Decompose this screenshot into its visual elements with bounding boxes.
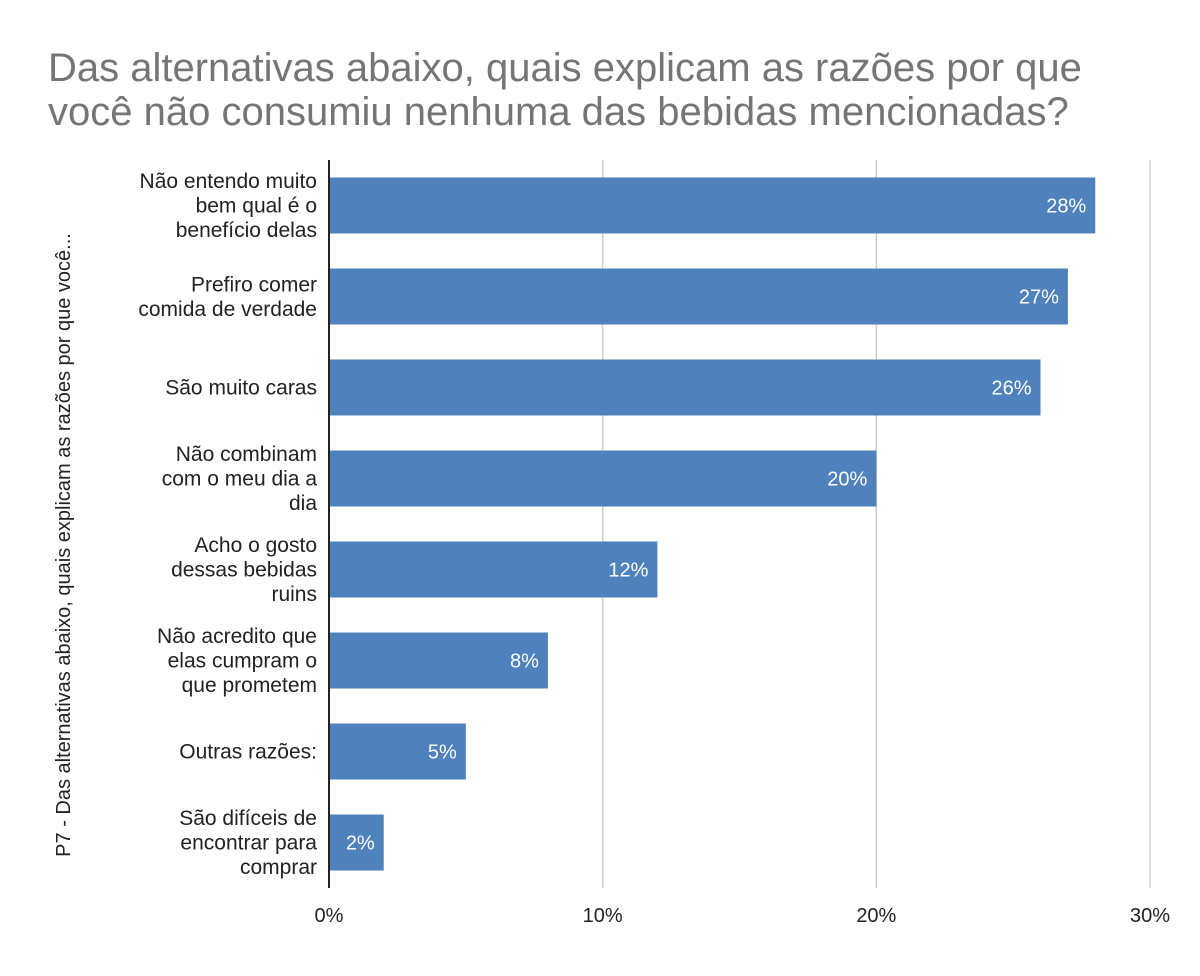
category-label-0: Não entendo muito bem qual é o benefício d… [140,170,317,242]
value-label-3: 20% [827,469,867,491]
bar-1 [329,268,1068,325]
chart-title: Das alternativas abaixo, quais explicam … [48,46,1082,134]
tick-label-0: 0% [315,905,344,927]
value-label-6: 5% [428,742,457,764]
tick-label-1: 10% [583,905,623,927]
tick-label-2: 20% [856,905,896,927]
category-label-3: Não combinam com o meu dia a dia [162,443,318,515]
category-label-4: Acho o gosto dessas bebidas ruins [171,534,317,606]
bar-5 [329,632,548,689]
bar-0 [329,177,1096,234]
value-label-7: 2% [346,833,375,855]
tick-label-3: 30% [1130,905,1170,927]
category-label-1: Prefiro comer comida de verdade [138,273,317,321]
bar-3 [329,450,877,507]
category-label-6: Outras razões: [179,741,317,764]
bar-7 [329,814,384,871]
bar-4 [329,541,658,598]
bar-2 [329,359,1041,416]
value-label-4: 12% [608,560,648,582]
value-label-1: 27% [1019,287,1059,309]
bar-6 [329,723,466,780]
category-label-5: Não acredito que elas cumpram o que promet… [157,625,317,697]
category-label-2: São muito caras [165,377,317,400]
value-label-0: 28% [1046,196,1086,218]
category-label-7: São difíceis de encontrar para comprar [179,807,317,879]
value-label-5: 8% [510,651,539,673]
value-label-2: 26% [992,378,1032,400]
y-axis-title: P7 - Das alternativas abaixo, quais expl… [53,233,75,857]
